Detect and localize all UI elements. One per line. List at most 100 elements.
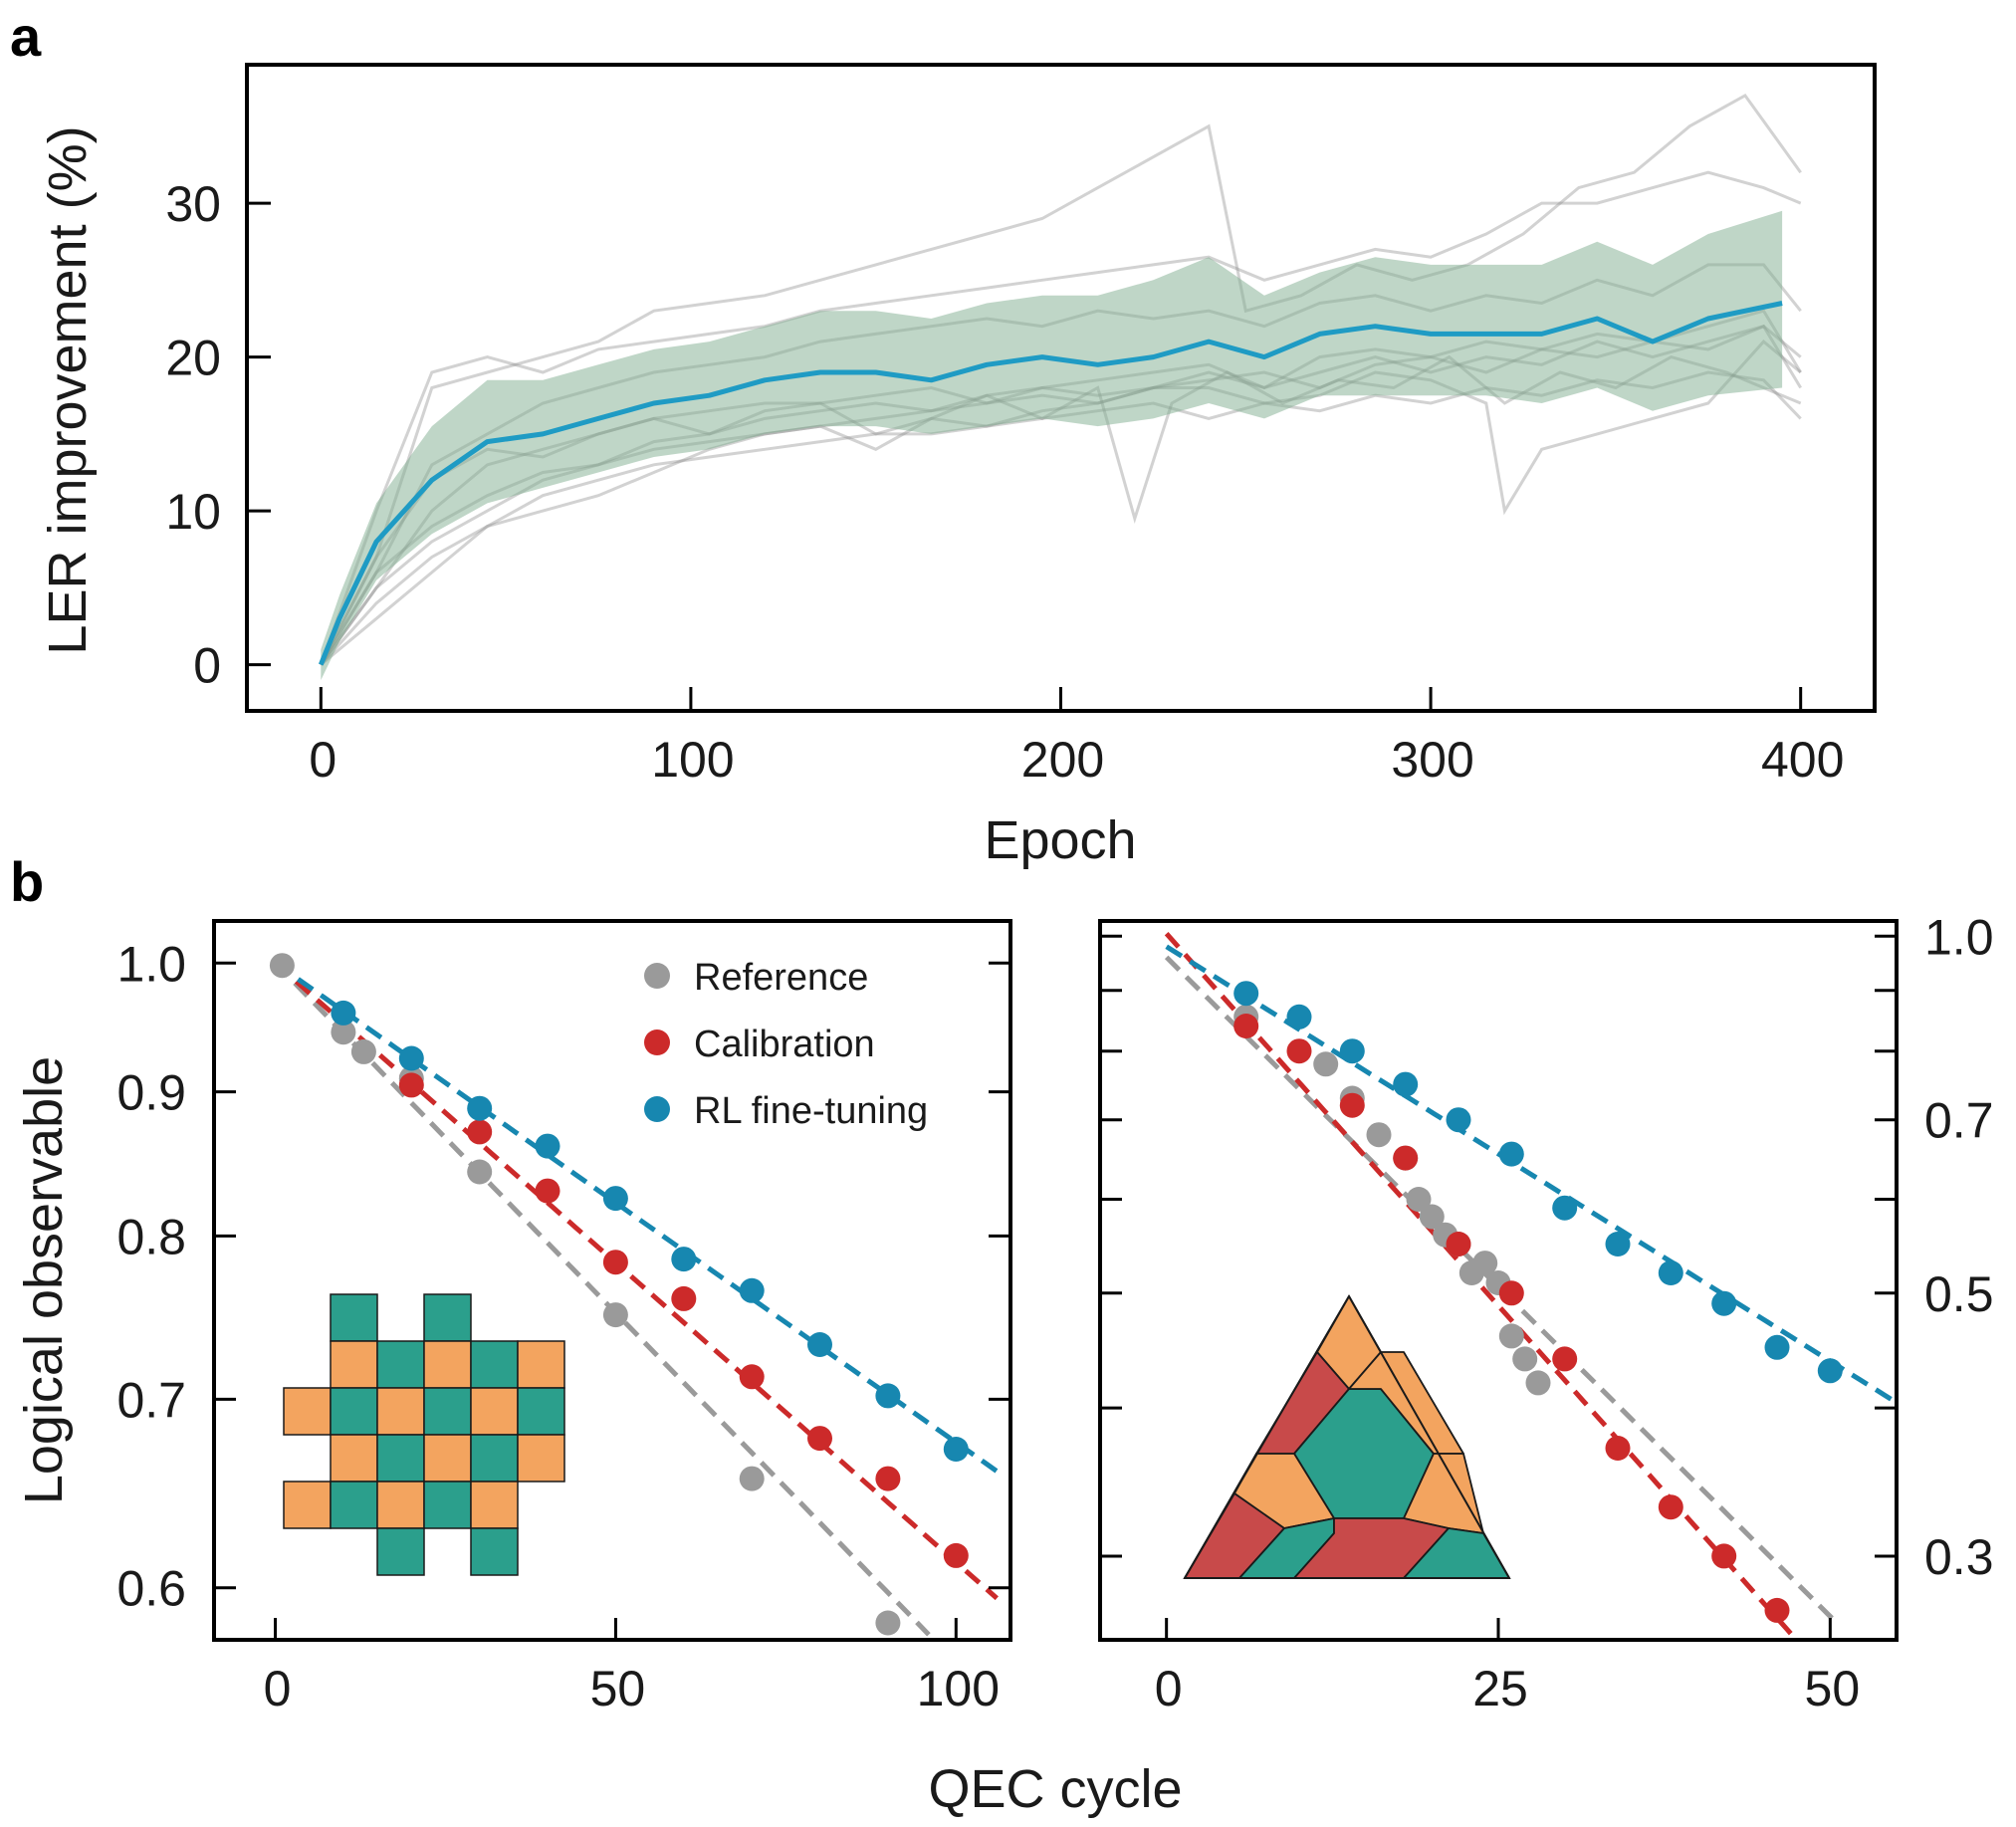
plaquette bbox=[423, 1340, 472, 1389]
panel-a-chart: 0 100 200 300 400 0 10 20 30 LER improvement (%)… bbox=[38, 63, 1877, 870]
ref-point bbox=[1498, 1323, 1524, 1349]
legend-marker-rl bbox=[644, 1096, 670, 1122]
plaquette bbox=[330, 1434, 378, 1483]
cal-point bbox=[1339, 1092, 1365, 1118]
rl-point bbox=[398, 1045, 424, 1071]
cal-point bbox=[1658, 1494, 1683, 1520]
rl-point bbox=[602, 1186, 628, 1212]
y-tick-label: 0.9 bbox=[116, 1065, 186, 1121]
mean-line-group bbox=[318, 301, 1783, 666]
x-tick-label: 400 bbox=[1761, 732, 1844, 788]
plaquette bbox=[376, 1387, 425, 1436]
panel-a-x-axis-label: Epoch bbox=[984, 810, 1136, 870]
panel-b-right-chart: 0 25 50 0.3 0.5 0.7 1.0 bbox=[1098, 909, 1994, 1716]
panel-b-right-ticks: 0 25 50 0.3 0.5 0.7 1.0 bbox=[1100, 909, 1994, 1716]
ref-point bbox=[1313, 1051, 1339, 1077]
rl-point bbox=[1711, 1290, 1737, 1316]
plaquette bbox=[470, 1481, 519, 1529]
ref-point bbox=[1406, 1187, 1432, 1212]
plaquette bbox=[470, 1387, 519, 1436]
y-tick-label: 0.6 bbox=[116, 1561, 186, 1617]
legend-label-rl: RL fine-tuning bbox=[694, 1090, 928, 1132]
cal-point bbox=[943, 1542, 969, 1568]
panel-letter-b: b bbox=[10, 850, 44, 913]
plaquette bbox=[376, 1481, 425, 1529]
rl-point bbox=[1605, 1232, 1631, 1256]
x-tick-label: 50 bbox=[1805, 1661, 1861, 1716]
rl-fit-line bbox=[274, 961, 999, 1474]
plaquette bbox=[330, 1340, 378, 1389]
cal-point bbox=[467, 1119, 493, 1145]
cal-point bbox=[1393, 1145, 1419, 1171]
rl-point bbox=[1658, 1260, 1683, 1285]
cal-point bbox=[398, 1072, 424, 1098]
cal-fit-line bbox=[273, 961, 999, 1601]
surface-code-grid-inset bbox=[283, 1293, 565, 1576]
rl-point bbox=[1393, 1071, 1419, 1097]
ref-point bbox=[602, 1302, 628, 1328]
cal-point bbox=[1498, 1280, 1524, 1306]
plaquette bbox=[470, 1527, 519, 1576]
plaquette bbox=[330, 1387, 378, 1436]
ref-point bbox=[875, 1610, 901, 1636]
y-tick-label: 0 bbox=[193, 638, 221, 694]
rl-point bbox=[331, 1000, 356, 1026]
rl-point bbox=[1817, 1358, 1843, 1384]
rl-point bbox=[1233, 981, 1259, 1007]
y-tick-label: 1.0 bbox=[1924, 909, 1994, 965]
rl-point bbox=[1552, 1195, 1578, 1221]
plaquette bbox=[470, 1340, 519, 1389]
plaquette bbox=[517, 1434, 565, 1483]
y-tick-label: 1.0 bbox=[116, 936, 186, 992]
ref-point bbox=[1472, 1251, 1498, 1276]
cal-point bbox=[1552, 1346, 1578, 1372]
panel-b-right-frame bbox=[1098, 919, 1899, 1642]
rl-fit-line bbox=[1165, 944, 1897, 1405]
plaquette bbox=[330, 1293, 378, 1342]
panel-b-left-ticks: 0 50 100 0.6 0.7 0.8 0.9 1.0 bbox=[116, 936, 1010, 1716]
plaquette bbox=[283, 1481, 332, 1529]
trial-line bbox=[319, 170, 1802, 666]
x-tick-label: 25 bbox=[1472, 1661, 1528, 1716]
rl-point bbox=[671, 1247, 697, 1272]
fit-lines bbox=[273, 961, 999, 1637]
ref-point bbox=[739, 1466, 765, 1491]
plaquette bbox=[423, 1481, 472, 1529]
cal-point bbox=[1446, 1232, 1471, 1256]
rl-point bbox=[535, 1133, 560, 1159]
x-tick-label: 0 bbox=[309, 732, 336, 788]
rl-point bbox=[1764, 1334, 1790, 1360]
ref-fit-line bbox=[1164, 955, 1835, 1621]
rl-point bbox=[807, 1332, 832, 1357]
ref-point bbox=[467, 1159, 493, 1185]
panel-a-ticks: 0 100 200 300 400 0 10 20 30 bbox=[165, 176, 1844, 788]
ref-point bbox=[331, 1020, 356, 1045]
cal-point bbox=[1711, 1543, 1737, 1569]
y-tick-label: 0.7 bbox=[1924, 1093, 1994, 1149]
cal-point bbox=[671, 1285, 697, 1311]
legend-marker-cal bbox=[644, 1029, 670, 1055]
confidence-band bbox=[321, 210, 1783, 681]
cal-point bbox=[807, 1426, 832, 1452]
cal-point bbox=[602, 1250, 628, 1275]
x-tick-label: 100 bbox=[651, 732, 734, 788]
y-tick-label: 0.3 bbox=[1924, 1529, 1994, 1585]
plaquette bbox=[376, 1434, 425, 1483]
ref-point bbox=[1419, 1204, 1445, 1230]
ref-point bbox=[350, 1038, 376, 1064]
x-tick-label: 0 bbox=[1155, 1661, 1183, 1716]
x-tick-label: 50 bbox=[590, 1661, 646, 1716]
plaquette bbox=[470, 1434, 519, 1483]
plaquette bbox=[517, 1340, 565, 1389]
panel-b-left-chart: 0 50 100 0.6 0.7 0.8 0.9 1.0 Logical observable… bbox=[14, 919, 1012, 1716]
fit-lines bbox=[1164, 932, 1897, 1640]
cal-point bbox=[875, 1466, 901, 1491]
rl-point bbox=[943, 1437, 969, 1462]
ref-point bbox=[269, 953, 295, 979]
cal-point bbox=[1233, 1014, 1259, 1038]
cal-point bbox=[739, 1364, 765, 1390]
legend-label-ref: Reference bbox=[694, 957, 868, 999]
cal-point bbox=[1764, 1597, 1790, 1623]
x-tick-label: 200 bbox=[1021, 732, 1104, 788]
rl-point bbox=[739, 1277, 765, 1303]
